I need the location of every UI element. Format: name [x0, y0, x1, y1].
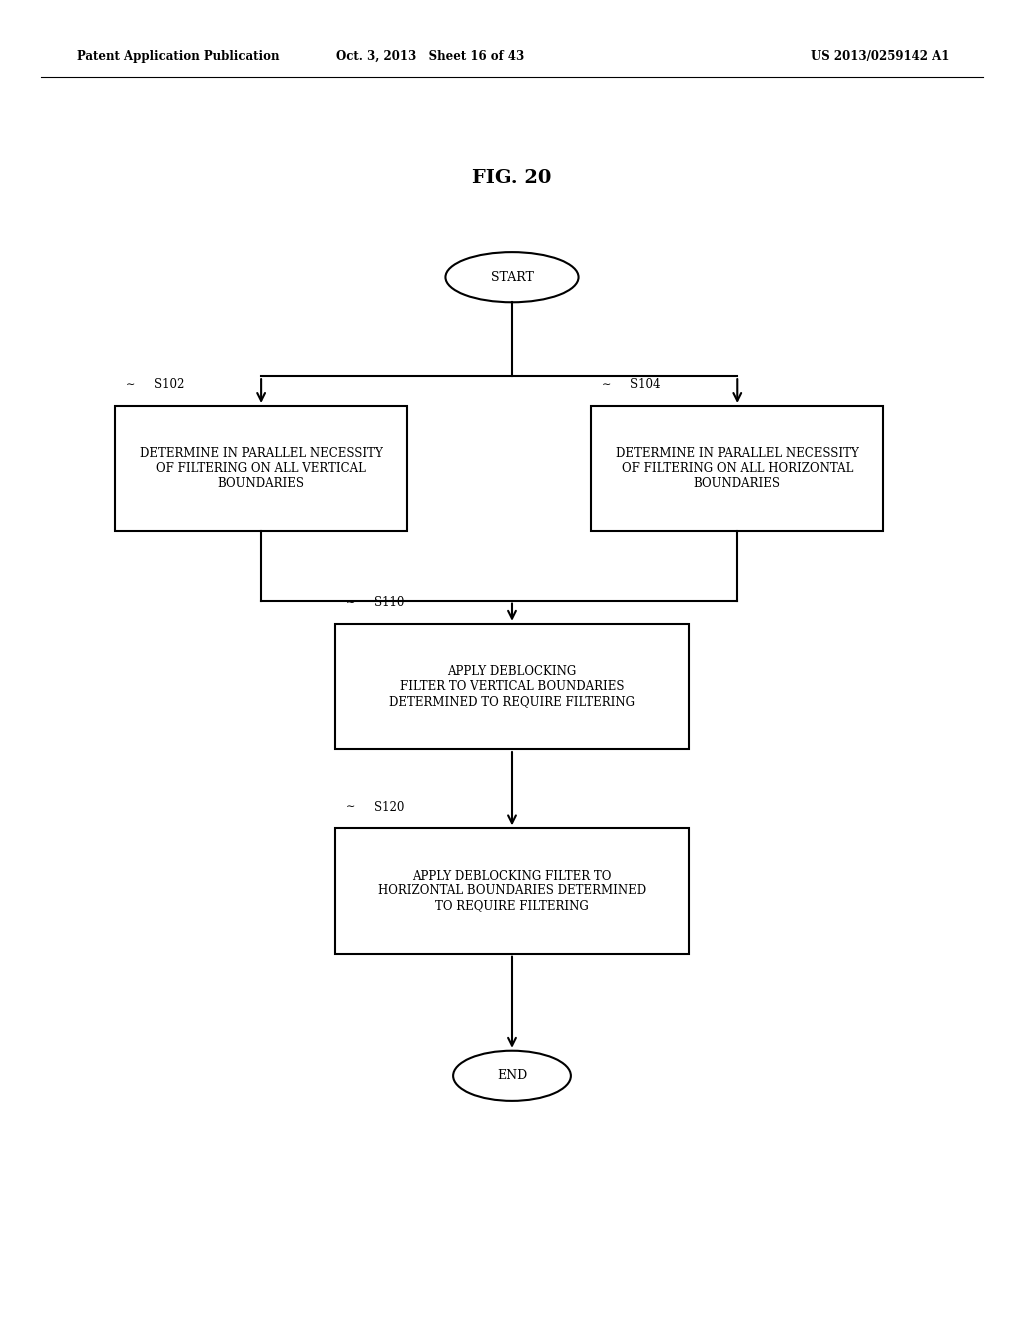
Text: DETERMINE IN PARALLEL NECESSITY
OF FILTERING ON ALL VERTICAL
BOUNDARIES: DETERMINE IN PARALLEL NECESSITY OF FILTE… — [139, 447, 383, 490]
Text: ∼: ∼ — [346, 803, 355, 812]
Text: S104: S104 — [631, 379, 660, 391]
Text: ∼: ∼ — [602, 380, 611, 389]
Text: S102: S102 — [155, 379, 184, 391]
Text: DETERMINE IN PARALLEL NECESSITY
OF FILTERING ON ALL HORIZONTAL
BOUNDARIES: DETERMINE IN PARALLEL NECESSITY OF FILTE… — [615, 447, 859, 490]
Text: APPLY DEBLOCKING FILTER TO
HORIZONTAL BOUNDARIES DETERMINED
TO REQUIRE FILTERING: APPLY DEBLOCKING FILTER TO HORIZONTAL BO… — [378, 870, 646, 912]
Text: ∼: ∼ — [346, 598, 355, 607]
Text: START: START — [490, 271, 534, 284]
Text: Oct. 3, 2013   Sheet 16 of 43: Oct. 3, 2013 Sheet 16 of 43 — [336, 50, 524, 63]
Text: FIG. 20: FIG. 20 — [472, 169, 552, 187]
Text: S120: S120 — [375, 801, 404, 813]
Text: APPLY DEBLOCKING
FILTER TO VERTICAL BOUNDARIES
DETERMINED TO REQUIRE FILTERING: APPLY DEBLOCKING FILTER TO VERTICAL BOUN… — [389, 665, 635, 708]
Text: US 2013/0259142 A1: US 2013/0259142 A1 — [811, 50, 950, 63]
Text: END: END — [497, 1069, 527, 1082]
Text: S110: S110 — [375, 597, 404, 609]
Text: Patent Application Publication: Patent Application Publication — [77, 50, 280, 63]
Text: ∼: ∼ — [126, 380, 135, 389]
